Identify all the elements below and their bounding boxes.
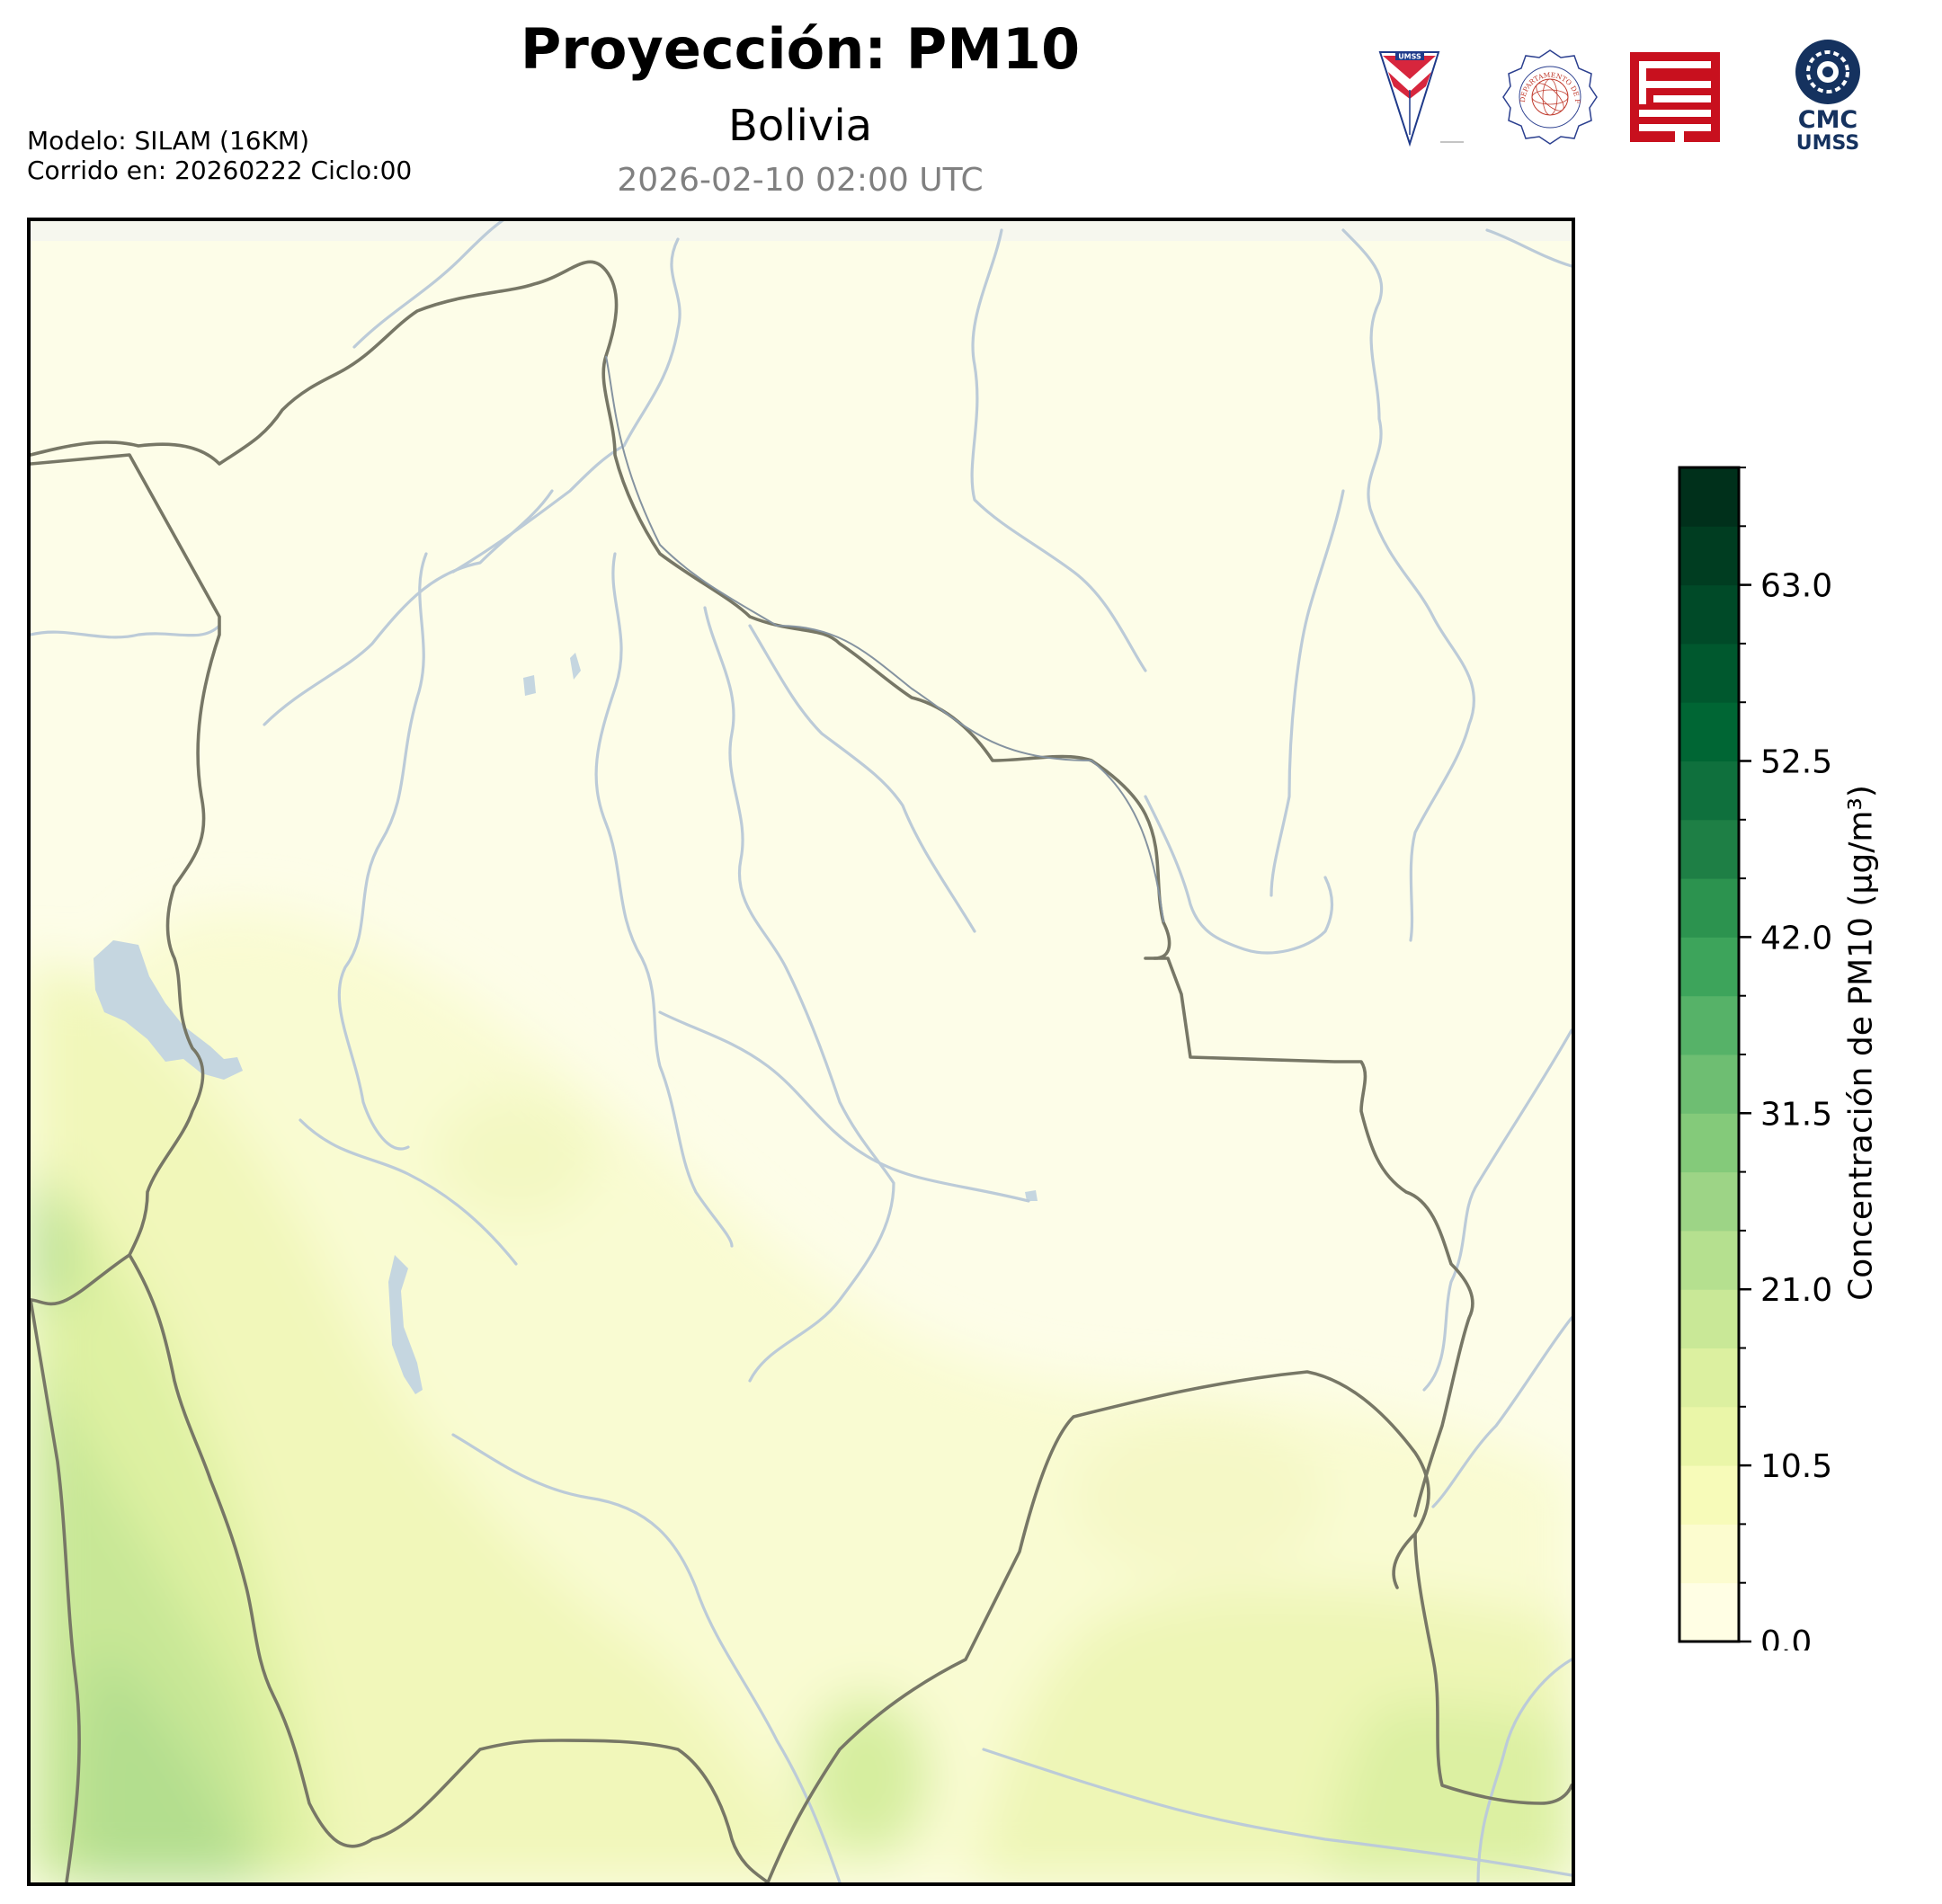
cmc-logo-text: CMC	[1798, 106, 1858, 134]
colorbar-step	[1679, 761, 1739, 821]
colorbar-ticks: 0.0 10.5 21.0 31.5 42.0 52.5 63.0	[1739, 467, 1832, 1650]
lake-titicaca	[94, 940, 243, 1080]
border-rivers	[605, 355, 1164, 923]
colorbar-step	[1679, 467, 1739, 527]
colorbar-step	[1679, 1524, 1739, 1584]
colorbar-step	[1679, 937, 1739, 997]
colorbar-step	[1679, 702, 1739, 761]
colorbar-step	[1679, 1054, 1739, 1114]
cmc-umss-logo: CMC UMSS	[1795, 40, 1860, 155]
map-canvas	[31, 221, 1572, 1882]
colorbar-step	[1679, 1230, 1739, 1290]
colorbar-step	[1679, 1406, 1739, 1466]
model-info: Modelo: SILAM (16KM) Corrido en: 2026022…	[27, 126, 412, 185]
colorbar-tick-label: 63.0	[1760, 568, 1832, 605]
colorbar-step	[1679, 643, 1739, 703]
colorbar-step	[1679, 995, 1739, 1055]
colorbar: 0.0 10.5 21.0 31.5 42.0 52.5 63.0	[1678, 466, 1832, 1650]
colorbar-tick-label: 42.0	[1760, 920, 1832, 956]
colorbar-gradient	[1679, 467, 1739, 1642]
forecast-datetime: 2026-02-10 02:00 UTC	[617, 162, 984, 199]
map-top-band	[31, 221, 1572, 241]
colorbar-step	[1679, 878, 1739, 938]
run-info: Corrido en: 20260222 Ciclo:00	[27, 156, 413, 185]
colorbar-step	[1679, 1582, 1739, 1642]
red-maze-logo	[1630, 52, 1720, 142]
rivers	[31, 221, 1572, 1882]
colorbar-tick-label: 0.0	[1760, 1624, 1812, 1650]
colorbar-step	[1679, 1348, 1739, 1408]
colorbar-tick-label: 31.5	[1760, 1096, 1832, 1133]
umss-logo-text: UMSS	[1398, 53, 1421, 61]
colorbar-tick-label: 21.0	[1760, 1272, 1832, 1309]
colorbar-step	[1679, 1113, 1739, 1173]
colorbar-step	[1679, 1465, 1739, 1525]
colorbar-step	[1679, 584, 1739, 645]
umss-logo-subtext: UMSS	[1796, 132, 1859, 155]
chart-title: Proyección: PM10	[520, 16, 1081, 82]
region-subtitle: Bolivia	[727, 101, 873, 151]
umss-shield-logo: UMSS	[1378, 51, 1464, 147]
colorbar-step	[1679, 526, 1739, 586]
colorbar-tick-label: 10.5	[1760, 1448, 1832, 1485]
country-borders	[31, 260, 1572, 1882]
colorbar-step	[1679, 1289, 1739, 1348]
model-name: Modelo: SILAM (16KM)	[27, 126, 310, 156]
map-panel[interactable]	[27, 218, 1575, 1886]
colorbar-label: Concentración de PM10 (μg/m³)	[1842, 785, 1880, 1301]
logo-strip: UMSS DEPARTAMENTO DE FÍSICA CMC UMSS	[1378, 40, 1860, 155]
colorbar-tick-label: 52.5	[1760, 744, 1832, 781]
colorbar-step	[1679, 819, 1739, 879]
lake-poopo	[388, 1255, 423, 1394]
lakes	[94, 653, 1038, 1394]
pm10-concentration-shading	[31, 911, 1572, 1882]
colorbar-step	[1679, 1171, 1739, 1232]
departamento-fisica-seal-logo: DEPARTAMENTO DE FÍSICA	[1502, 49, 1598, 145]
